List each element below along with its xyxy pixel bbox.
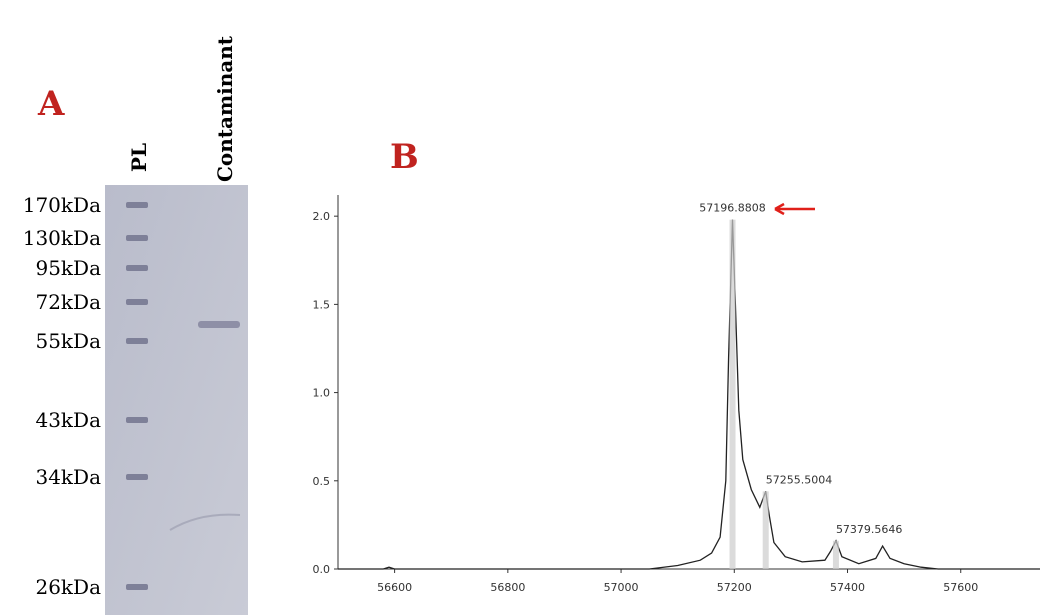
ladder-band: [126, 474, 148, 480]
marker-label: 95kDa: [35, 256, 101, 280]
marker-label: 34kDa: [35, 465, 101, 489]
marker-label: 26kDa: [35, 575, 101, 599]
y-tick-label: 2.0: [313, 210, 331, 223]
peak-label: 57196.8808: [699, 202, 765, 215]
x-tick-label: 57600: [943, 581, 978, 594]
panel-label: A: [37, 84, 65, 124]
y-tick-label: 0.0: [313, 563, 331, 576]
peak-stick: [762, 491, 769, 569]
gel: [105, 185, 248, 615]
chart-title: B: [390, 137, 419, 177]
ladder-band: [126, 202, 148, 208]
marker-label: 170kDa: [23, 193, 101, 217]
peak-label: 57379.5646: [836, 523, 902, 536]
ladder-band: [126, 338, 148, 344]
x-tick-label: 57200: [717, 581, 752, 594]
x-tick-label: 56800: [490, 581, 525, 594]
ladder-band: [126, 417, 148, 423]
lane-label: Contaminant: [213, 35, 237, 182]
arrow: [774, 202, 815, 216]
marker-label: 43kDa: [35, 408, 101, 432]
peak-stick: [729, 219, 736, 569]
marker-label: 130kDa: [23, 226, 101, 250]
peak-label: 57255.5004: [766, 473, 832, 486]
spectrum: [338, 219, 1040, 570]
marker-label: 55kDa: [35, 329, 101, 353]
marker-label: 72kDa: [35, 290, 101, 314]
y-tick-label: 0.5: [313, 475, 331, 488]
ladder-band: [126, 584, 148, 590]
y-tick-label: 1.0: [313, 387, 331, 400]
ladder-band: [126, 235, 148, 241]
x-tick-label: 57400: [830, 581, 865, 594]
ladder-band: [126, 265, 148, 271]
lane-label: PL: [127, 143, 151, 172]
peak-stick: [832, 540, 839, 569]
x-tick-label: 56600: [377, 581, 412, 594]
band: [198, 321, 240, 328]
y-tick-label: 1.5: [313, 298, 331, 311]
x-tick-label: 57000: [604, 581, 639, 594]
ladder-band: [126, 299, 148, 305]
gel-artifact: [169, 513, 241, 531]
